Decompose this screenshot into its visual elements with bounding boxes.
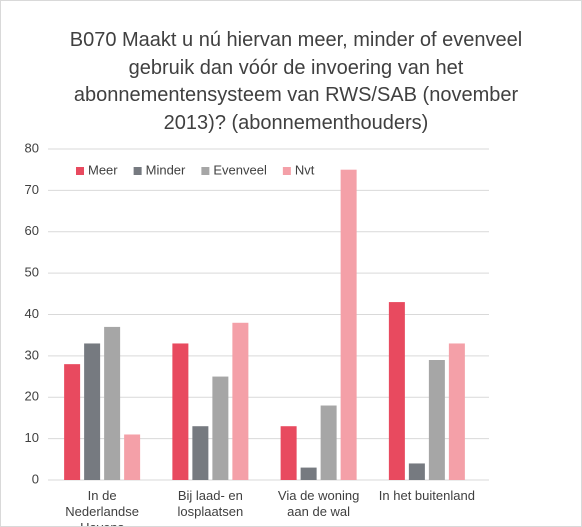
x-tick-label: In het buitenland <box>378 488 475 503</box>
bar <box>64 364 81 480</box>
bar <box>232 322 249 480</box>
bar <box>280 426 297 480</box>
legend-label: Nvt <box>295 162 315 177</box>
bar <box>300 467 317 480</box>
bar <box>172 343 189 480</box>
bar <box>388 302 405 480</box>
bar <box>448 343 465 480</box>
y-tick-label: 80 <box>25 140 39 155</box>
legend-swatch <box>282 167 291 175</box>
y-tick-label: 40 <box>25 306 39 321</box>
x-tick-label: Bij laad- en losplaatsen <box>177 488 244 519</box>
y-tick-label: 60 <box>25 223 39 238</box>
x-tick-label: Via de woning aan de wal <box>277 488 360 519</box>
legend-swatch <box>201 167 210 175</box>
bar <box>104 326 121 480</box>
legend-swatch <box>76 167 84 175</box>
y-tick-label: 50 <box>25 265 39 280</box>
bar <box>340 169 357 480</box>
bar <box>428 360 445 480</box>
chart-title: B070 Maakt u nú hiervan meer, minder of … <box>69 29 523 134</box>
bar <box>124 434 141 480</box>
y-tick-label: 70 <box>25 182 39 197</box>
bar <box>408 463 425 480</box>
x-tick-label: In de Nederlandse Havens <box>65 488 139 526</box>
bar <box>212 376 229 480</box>
legend-label: Evenveel <box>213 162 267 177</box>
legend-swatch <box>133 167 142 175</box>
bar <box>192 426 209 480</box>
y-tick-label: 0 <box>32 471 39 486</box>
legend-label: Minder <box>146 162 186 177</box>
bar <box>84 343 101 480</box>
y-tick-label: 30 <box>25 347 39 362</box>
y-tick-label: 10 <box>25 430 39 445</box>
bar <box>320 405 337 480</box>
legend-label: Meer <box>88 162 118 177</box>
y-tick-label: 20 <box>25 389 39 404</box>
